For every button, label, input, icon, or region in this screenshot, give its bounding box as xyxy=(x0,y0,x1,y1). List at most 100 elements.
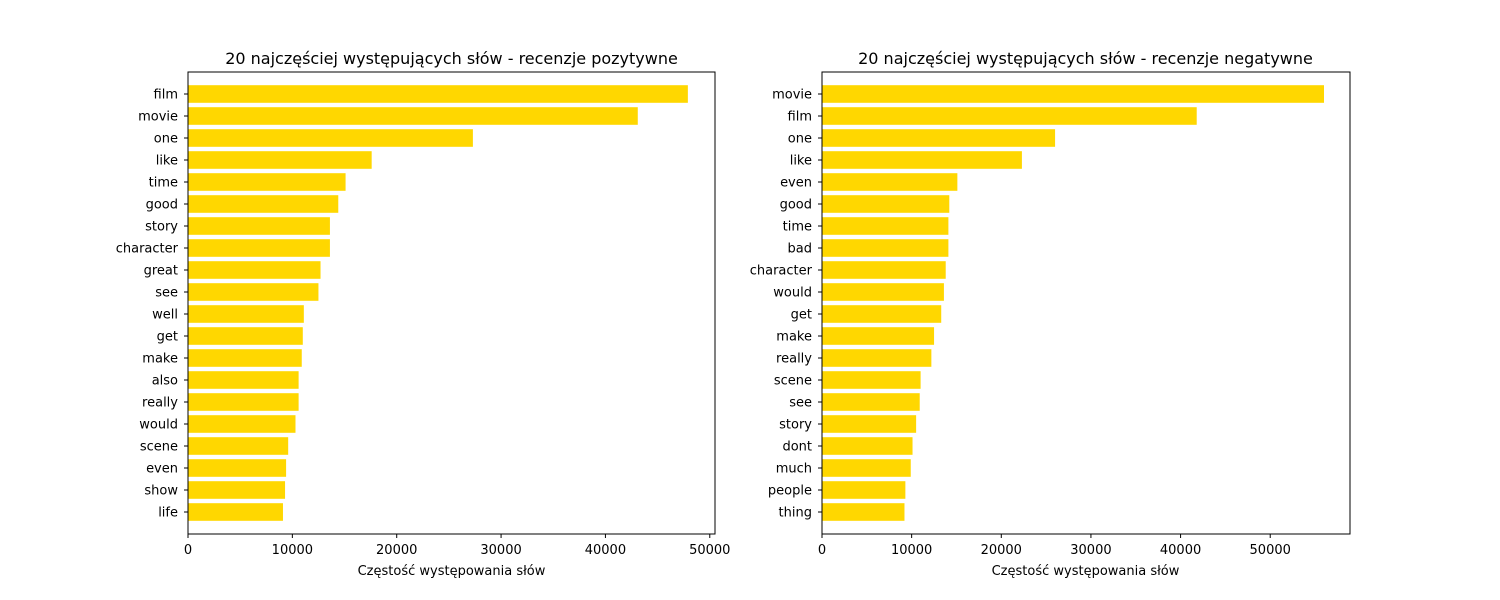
bar-good xyxy=(822,195,950,213)
bar-film xyxy=(188,85,688,103)
bar-well xyxy=(188,305,304,323)
y-tick-label: scene xyxy=(774,374,812,389)
y-tick-label: thing xyxy=(779,506,812,521)
bar-people xyxy=(822,481,906,499)
y-tick-label: story xyxy=(779,418,812,433)
bar-much xyxy=(822,459,911,477)
y-tick-label: scene xyxy=(140,440,178,455)
x-tick-label: 50000 xyxy=(689,543,730,558)
chart-title: 20 najczęściej występujących słów - rece… xyxy=(858,49,1313,68)
y-tick-label: great xyxy=(144,264,178,279)
y-tick-label: dont xyxy=(782,440,812,455)
x-axis-ticks: 0 10000 20000 30000 40000 50000 xyxy=(184,534,730,558)
y-tick-label: see xyxy=(155,286,178,301)
bar-would xyxy=(822,283,944,301)
y-tick-label: bad xyxy=(788,242,812,257)
y-tick-label: see xyxy=(789,396,812,411)
x-tick-label: 10000 xyxy=(272,543,313,558)
y-tick-label: would xyxy=(139,418,178,433)
x-tick-label: 30000 xyxy=(480,543,521,558)
bar-dont xyxy=(822,437,913,455)
y-tick-label: would xyxy=(773,286,812,301)
y-tick-label: also xyxy=(152,374,178,389)
chart-title: 20 najczęściej występujących słów - rece… xyxy=(225,49,678,68)
bar-movie xyxy=(822,85,1325,103)
bar-also xyxy=(188,371,299,389)
y-tick-label: character xyxy=(750,264,813,279)
y-tick-label: even xyxy=(780,176,812,191)
bar-great xyxy=(188,261,321,279)
y-tick-label: film xyxy=(788,110,812,125)
x-tick-label: 0 xyxy=(184,543,192,558)
bar-story xyxy=(822,415,917,433)
y-tick-label: film xyxy=(154,88,178,103)
y-tick-label: show xyxy=(144,484,178,499)
y-tick-label: really xyxy=(776,352,812,367)
bar-show xyxy=(188,481,286,499)
y-tick-label: make xyxy=(142,352,178,367)
x-tick-label: 0 xyxy=(818,543,826,558)
y-tick-label: get xyxy=(791,308,812,323)
y-tick-label: people xyxy=(768,484,812,499)
x-tick-label: 40000 xyxy=(585,543,626,558)
bar-character xyxy=(822,261,946,279)
bar-like xyxy=(822,151,1022,169)
bar-really xyxy=(188,393,299,411)
x-tick-label: 30000 xyxy=(1070,543,1111,558)
bar-time xyxy=(822,217,949,235)
y-tick-label: one xyxy=(788,132,812,147)
y-tick-label: time xyxy=(149,176,178,191)
bar-see xyxy=(188,283,319,301)
y-tick-label: even xyxy=(146,462,178,477)
x-tick-label: 10000 xyxy=(891,543,932,558)
plot-frame xyxy=(187,71,716,535)
bars xyxy=(188,85,688,521)
x-tick-label: 40000 xyxy=(1160,543,1201,558)
plot-frame xyxy=(821,71,1351,535)
chart-positive-reviews: 20 najczęściej występujących słów - rece… xyxy=(116,49,731,579)
bar-even xyxy=(822,173,958,191)
bar-like xyxy=(188,151,372,169)
y-tick-label: life xyxy=(158,506,178,521)
bar-story xyxy=(188,217,330,235)
bar-get xyxy=(188,327,303,345)
chart-negative-reviews: 20 najczęściej występujących słów - rece… xyxy=(750,49,1351,579)
y-tick-label: good xyxy=(780,198,812,213)
y-axis-ticks: film movie one like time good story character gr… xyxy=(116,88,188,521)
bar-scene xyxy=(822,371,921,389)
y-tick-label: good xyxy=(146,198,178,213)
x-axis-label: Częstość występowania słów xyxy=(992,564,1180,579)
bars xyxy=(822,85,1325,521)
bar-would xyxy=(188,415,296,433)
y-tick-label: movie xyxy=(772,88,812,103)
bar-character xyxy=(188,239,330,257)
y-tick-label: like xyxy=(156,154,178,169)
y-tick-label: make xyxy=(776,330,812,345)
bar-film xyxy=(822,107,1197,125)
y-tick-label: movie xyxy=(138,110,178,125)
y-tick-label: character xyxy=(116,242,179,257)
bar-scene xyxy=(188,437,289,455)
bar-one xyxy=(188,129,473,147)
y-tick-label: really xyxy=(142,396,178,411)
bar-good xyxy=(188,195,339,213)
bar-one xyxy=(822,129,1056,147)
y-tick-label: time xyxy=(783,220,812,235)
x-tick-label: 20000 xyxy=(376,543,417,558)
bar-see xyxy=(822,393,920,411)
bar-make xyxy=(188,349,302,367)
x-axis-ticks: 0 10000 20000 30000 40000 50000 xyxy=(818,534,1291,558)
bar-time xyxy=(188,173,346,191)
y-axis-ticks: movie film one like even good time bad character… xyxy=(750,88,822,521)
bar-bad xyxy=(822,239,949,257)
y-tick-label: much xyxy=(776,462,812,477)
y-tick-label: like xyxy=(790,154,812,169)
bar-really xyxy=(822,349,932,367)
bar-thing xyxy=(822,503,905,521)
y-tick-label: one xyxy=(154,132,178,147)
y-tick-label: story xyxy=(145,220,178,235)
bar-life xyxy=(188,503,283,521)
y-tick-label: get xyxy=(157,330,178,345)
x-tick-label: 50000 xyxy=(1250,543,1291,558)
